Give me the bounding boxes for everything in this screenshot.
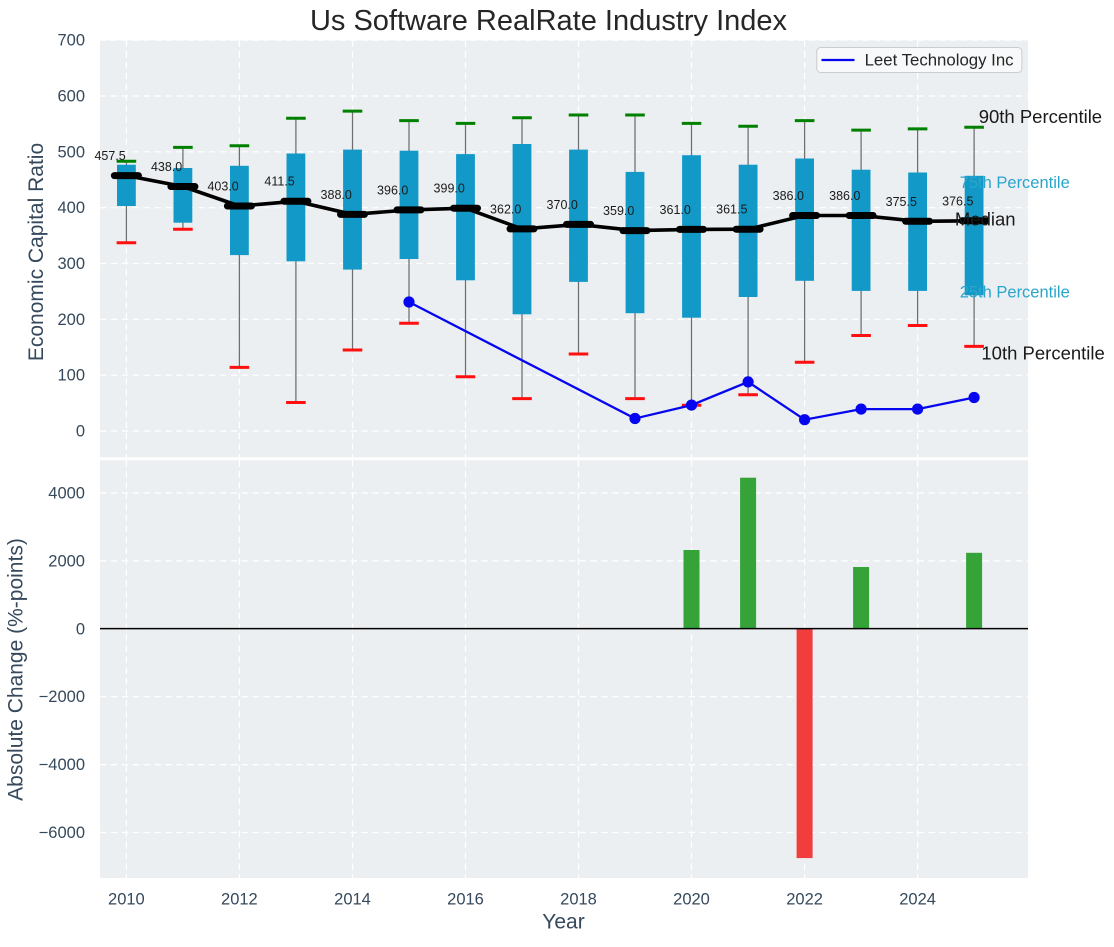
svg-text:400: 400 bbox=[57, 199, 85, 217]
svg-text:0: 0 bbox=[76, 423, 85, 441]
svg-text:359.0: 359.0 bbox=[603, 204, 634, 218]
svg-text:Absolute Change (%-points): Absolute Change (%-points) bbox=[5, 538, 28, 801]
svg-text:100: 100 bbox=[57, 367, 85, 385]
svg-text:300: 300 bbox=[57, 255, 85, 273]
svg-text:411.5: 411.5 bbox=[264, 175, 294, 189]
svg-text:457.5: 457.5 bbox=[94, 149, 125, 163]
svg-text:2024: 2024 bbox=[899, 891, 936, 909]
svg-text:2020: 2020 bbox=[673, 891, 710, 909]
svg-text:403.0: 403.0 bbox=[207, 180, 238, 194]
svg-text:−4000: −4000 bbox=[39, 756, 85, 774]
svg-text:386.0: 386.0 bbox=[829, 189, 860, 203]
svg-text:399.0: 399.0 bbox=[434, 182, 465, 196]
svg-text:388.0: 388.0 bbox=[321, 188, 352, 202]
svg-text:75th Percentile: 75th Percentile bbox=[960, 174, 1070, 192]
svg-text:0: 0 bbox=[76, 620, 85, 638]
svg-text:Us Software RealRate Industry: Us Software RealRate Industry Index bbox=[310, 5, 788, 37]
svg-text:362.0: 362.0 bbox=[490, 202, 521, 216]
svg-text:25th Percentile: 25th Percentile bbox=[960, 283, 1070, 301]
svg-text:Economic Capital Ratio: Economic Capital Ratio bbox=[25, 143, 48, 361]
svg-text:−2000: −2000 bbox=[39, 688, 85, 706]
svg-text:10th Percentile: 10th Percentile bbox=[981, 343, 1104, 364]
svg-text:2022: 2022 bbox=[786, 891, 823, 909]
svg-text:2014: 2014 bbox=[334, 891, 371, 909]
svg-text:Leet Technology Inc: Leet Technology Inc bbox=[865, 51, 1014, 70]
svg-text:600: 600 bbox=[57, 88, 85, 106]
svg-text:361.5: 361.5 bbox=[716, 203, 747, 217]
svg-text:500: 500 bbox=[57, 143, 85, 161]
svg-text:Year: Year bbox=[542, 911, 584, 934]
svg-text:438.0: 438.0 bbox=[151, 160, 182, 174]
svg-text:2018: 2018 bbox=[560, 891, 597, 909]
svg-text:90th Percentile: 90th Percentile bbox=[979, 106, 1102, 127]
svg-text:370.0: 370.0 bbox=[547, 198, 578, 212]
svg-text:4000: 4000 bbox=[48, 485, 85, 503]
svg-text:−6000: −6000 bbox=[39, 824, 85, 842]
svg-text:376.5: 376.5 bbox=[942, 194, 973, 208]
svg-text:700: 700 bbox=[57, 32, 85, 50]
svg-text:2000: 2000 bbox=[48, 552, 85, 570]
svg-text:2010: 2010 bbox=[108, 891, 145, 909]
svg-text:2012: 2012 bbox=[221, 891, 258, 909]
svg-text:Median: Median bbox=[955, 208, 1016, 229]
svg-text:386.0: 386.0 bbox=[773, 189, 804, 203]
svg-text:200: 200 bbox=[57, 311, 85, 329]
svg-text:396.0: 396.0 bbox=[377, 183, 408, 197]
svg-text:375.5: 375.5 bbox=[886, 195, 917, 209]
svg-text:361.0: 361.0 bbox=[660, 203, 691, 217]
svg-text:2016: 2016 bbox=[447, 891, 484, 909]
